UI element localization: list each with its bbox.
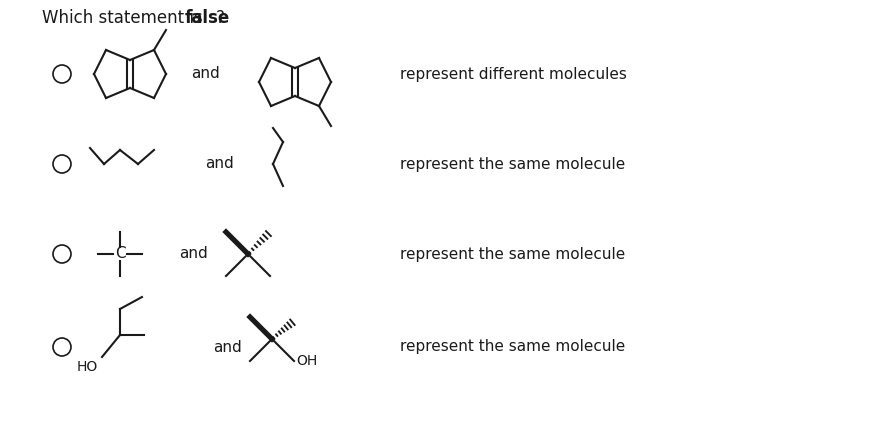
Text: C: C [115, 247, 125, 262]
Text: represent the same molecule: represent the same molecule [400, 157, 625, 172]
Text: and: and [206, 157, 235, 172]
Text: and: and [191, 66, 220, 82]
Text: HO: HO [77, 360, 98, 374]
Text: Which statement is: Which statement is [42, 9, 208, 27]
Text: and: and [179, 247, 207, 262]
Text: false: false [185, 9, 230, 27]
Text: represent different molecules: represent different molecules [400, 66, 627, 82]
Text: and: and [213, 339, 243, 354]
Text: ?: ? [216, 9, 225, 27]
Text: represent the same molecule: represent the same molecule [400, 339, 625, 354]
Text: represent the same molecule: represent the same molecule [400, 247, 625, 262]
Text: OH: OH [296, 354, 318, 368]
